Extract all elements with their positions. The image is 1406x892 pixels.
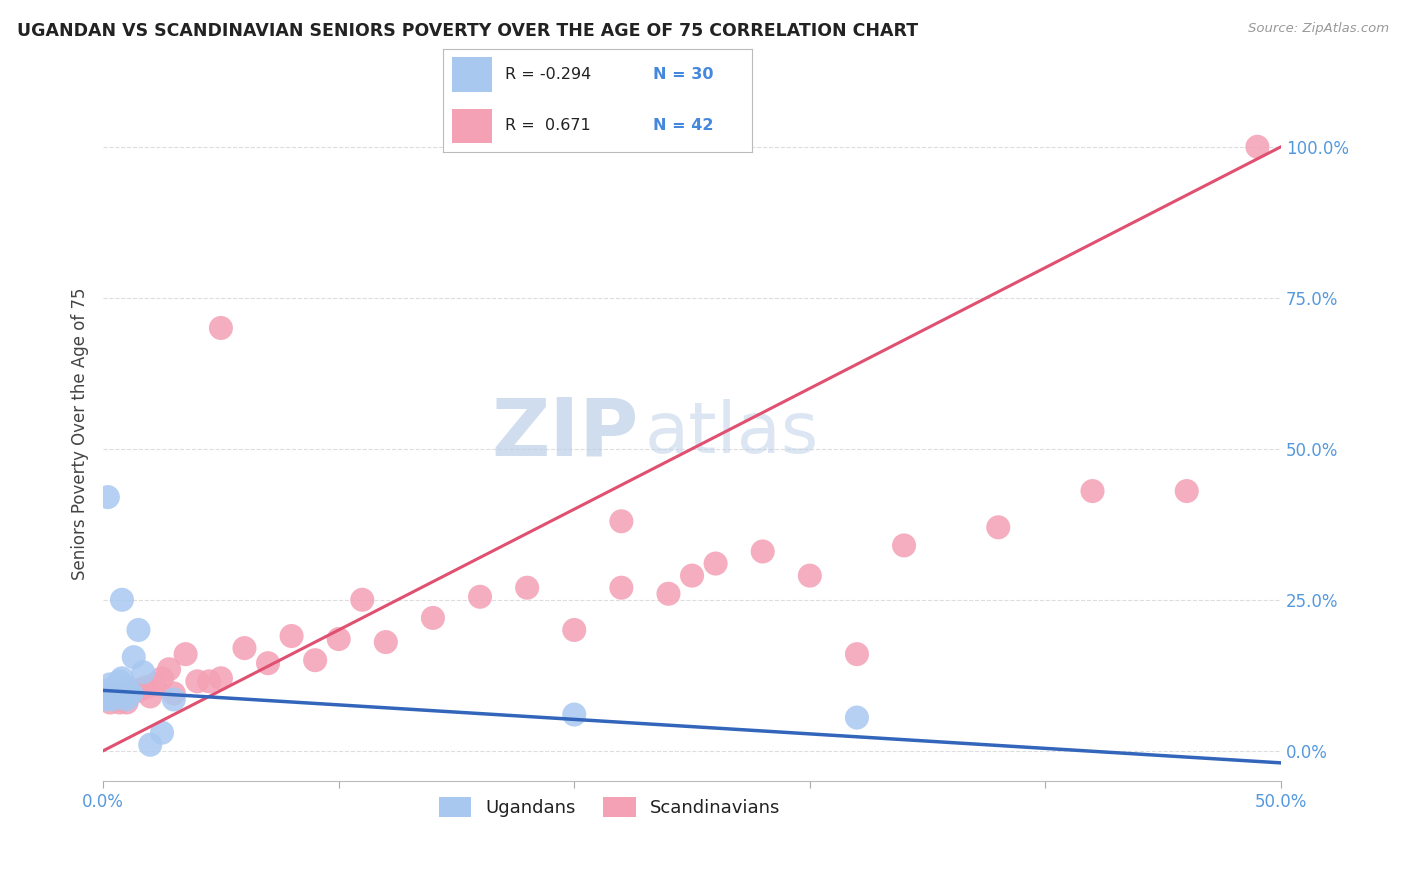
Text: Source: ZipAtlas.com: Source: ZipAtlas.com (1249, 22, 1389, 36)
Text: ZIP: ZIP (492, 394, 640, 473)
Point (94, 692, 117, 706)
Point (143, 677, 166, 691)
Point (118, 686, 141, 700)
Point (562, 623, 585, 637)
Point (468, 590, 491, 604)
Point (104, 681, 127, 695)
Point (98, 690, 121, 704)
Point (139, 738, 162, 752)
Text: atlas: atlas (645, 400, 820, 468)
Point (657, 587, 679, 601)
Point (174, 647, 197, 661)
Point (127, 623, 149, 637)
Legend: Ugandans, Scandinavians: Ugandans, Scandinavians (432, 789, 787, 824)
Point (516, 581, 538, 595)
Text: UGANDAN VS SCANDINAVIAN SENIORS POVERTY OVER THE AGE OF 75 CORRELATION CHART: UGANDAN VS SCANDINAVIAN SENIORS POVERTY … (17, 22, 918, 40)
Point (150, 671, 173, 685)
Point (111, 592, 134, 607)
Point (111, 686, 134, 700)
Point (845, 710, 868, 724)
Point (704, 557, 727, 571)
Point (1081, 484, 1104, 499)
Point (1246, 140, 1268, 154)
Point (328, 632, 350, 646)
Point (111, 671, 134, 685)
Bar (453, 57, 492, 92)
Point (1175, 484, 1198, 499)
Point (97, 686, 120, 700)
Point (163, 686, 186, 700)
Point (120, 686, 142, 700)
Point (257, 657, 280, 671)
Point (101, 692, 124, 706)
Point (374, 635, 396, 649)
Bar (453, 109, 492, 144)
Y-axis label: Seniors Poverty Over the Age of 75: Seniors Poverty Over the Age of 75 (72, 287, 89, 580)
Point (122, 650, 145, 665)
Point (135, 681, 157, 695)
Text: N = 30: N = 30 (654, 67, 714, 82)
Point (97, 490, 120, 504)
Point (304, 653, 326, 667)
Point (108, 696, 131, 710)
Point (105, 683, 128, 698)
Point (104, 686, 127, 700)
Point (97, 683, 120, 698)
Point (987, 520, 1010, 534)
Point (108, 674, 131, 689)
Point (132, 665, 155, 680)
Point (112, 690, 135, 704)
Point (157, 662, 180, 676)
Point (799, 568, 821, 582)
Point (98, 677, 121, 691)
Point (562, 707, 585, 722)
Point (845, 647, 868, 661)
Point (186, 674, 208, 689)
Point (98, 696, 121, 710)
Point (233, 641, 256, 656)
Point (115, 692, 138, 706)
Text: N = 42: N = 42 (654, 119, 714, 134)
Point (209, 671, 232, 685)
Point (352, 592, 374, 607)
Point (101, 683, 124, 698)
Point (280, 629, 302, 643)
Point (209, 321, 232, 335)
Point (610, 514, 633, 528)
Point (105, 686, 128, 700)
Point (198, 674, 221, 689)
Point (893, 538, 915, 552)
Text: R = -0.294: R = -0.294 (505, 67, 591, 82)
Point (139, 690, 162, 704)
Point (751, 544, 773, 558)
Point (115, 696, 138, 710)
Point (111, 686, 134, 700)
Point (681, 568, 703, 582)
Point (127, 683, 149, 698)
Point (150, 725, 173, 739)
Point (163, 692, 186, 706)
Point (115, 681, 138, 695)
Text: R =  0.671: R = 0.671 (505, 119, 591, 134)
Point (610, 581, 633, 595)
Point (108, 686, 131, 700)
Point (104, 686, 127, 700)
Point (422, 611, 444, 625)
Point (120, 686, 142, 700)
